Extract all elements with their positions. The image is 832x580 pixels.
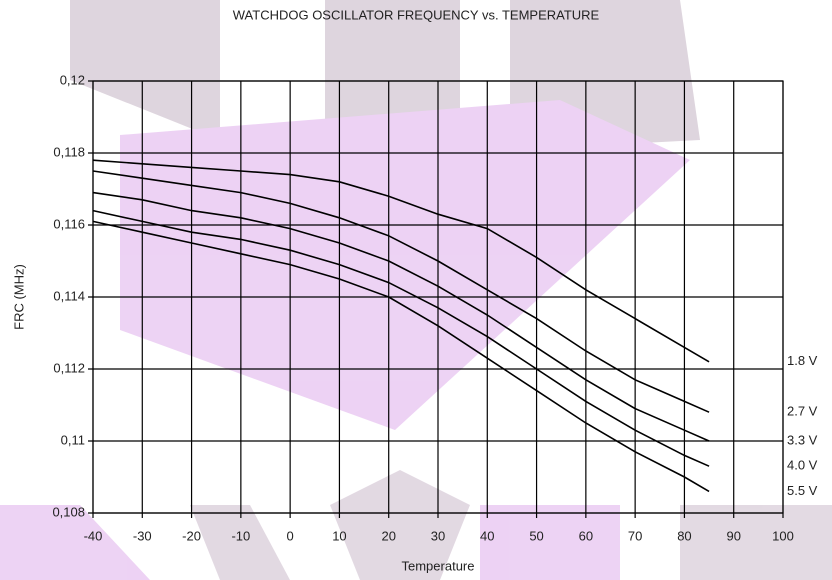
x-tick-label: -40 — [84, 528, 103, 543]
x-tick-label: 30 — [431, 528, 445, 543]
x-tick-label: -30 — [133, 528, 152, 543]
x-axis-label: Temperature — [402, 558, 475, 573]
x-tick-label: -10 — [231, 528, 250, 543]
x-tick-label: 50 — [529, 528, 543, 543]
x-tick-label: 100 — [772, 528, 794, 543]
y-tick-label: 0,112 — [53, 360, 85, 375]
chart-title: WATCHDOG OSCILLATOR FREQUENCY vs. TEMPER… — [233, 7, 600, 22]
series-label: 5.5 V — [787, 483, 818, 498]
x-tick-label: 90 — [726, 528, 740, 543]
y-tick-label: 0,114 — [53, 288, 85, 303]
x-tick-label: 70 — [628, 528, 642, 543]
x-tick-label: 0 — [287, 528, 294, 543]
series-line — [92, 220, 710, 493]
y-axis-label: FRC (MHz) — [11, 264, 26, 330]
series-label: 1.8 V — [787, 353, 818, 368]
x-tick-label: 10 — [332, 528, 346, 543]
x-tick-label: 20 — [381, 528, 395, 543]
y-tick-label: 0,118 — [53, 144, 85, 159]
y-tick-label: 0,116 — [53, 216, 85, 231]
y-tick-label: 0,108 — [52, 504, 85, 519]
x-tick-label: 80 — [677, 528, 691, 543]
y-tick-label: 0,12 — [60, 72, 85, 87]
series-label: 2.7 V — [787, 404, 818, 419]
series-line — [92, 159, 710, 363]
series-label: 4.0 V — [787, 458, 818, 473]
series-line — [92, 170, 710, 413]
x-tick-label: -20 — [182, 528, 201, 543]
series-line — [92, 209, 710, 467]
series-label: 3.3 V — [787, 432, 818, 447]
y-tick-label: 0,11 — [61, 432, 85, 447]
x-tick-label: 60 — [579, 528, 593, 543]
x-tick-label: 40 — [480, 528, 494, 543]
series-line — [92, 191, 710, 442]
